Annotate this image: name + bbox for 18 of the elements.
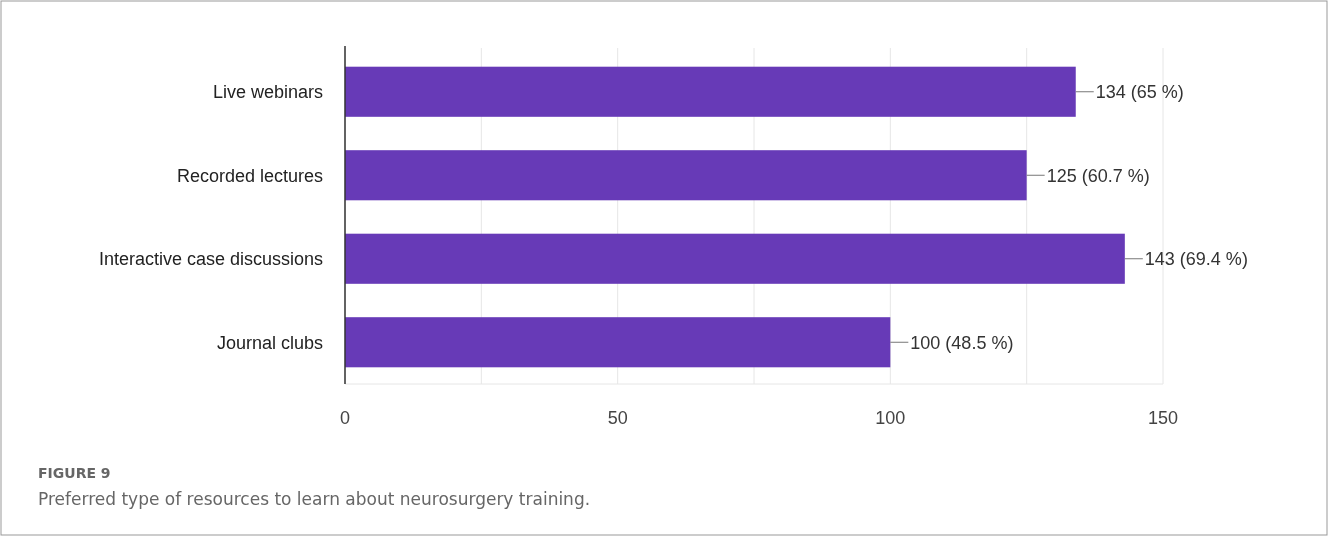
y-tick-label: Journal clubs — [216, 332, 323, 353]
text: Preferred type of resources to learn about neurosurgery training. — [38, 489, 591, 509]
bar — [345, 150, 1027, 201]
x-tick-label: 50 — [607, 408, 628, 428]
bar — [345, 66, 1076, 117]
y-tick-label: Live webinars — [212, 82, 323, 103]
bar — [345, 317, 891, 368]
y-tick-label: Interactive case discussions — [98, 249, 323, 270]
data-label: 134 (65 %) — [1095, 82, 1184, 103]
data-label: 100 (48.5 %) — [910, 332, 1014, 353]
y-tick-label: Recorded lectures — [176, 165, 323, 186]
caption: FIGURE 9 — [38, 465, 111, 481]
x-tick-label: 150 — [1147, 408, 1179, 428]
data-label: 143 (69.4 %) — [1144, 249, 1248, 270]
x-tick-label: 0 — [339, 408, 351, 428]
x-tick-label: 100 — [875, 408, 906, 428]
bar — [345, 233, 1125, 284]
data-label: 125 (60.7 %) — [1046, 165, 1150, 186]
